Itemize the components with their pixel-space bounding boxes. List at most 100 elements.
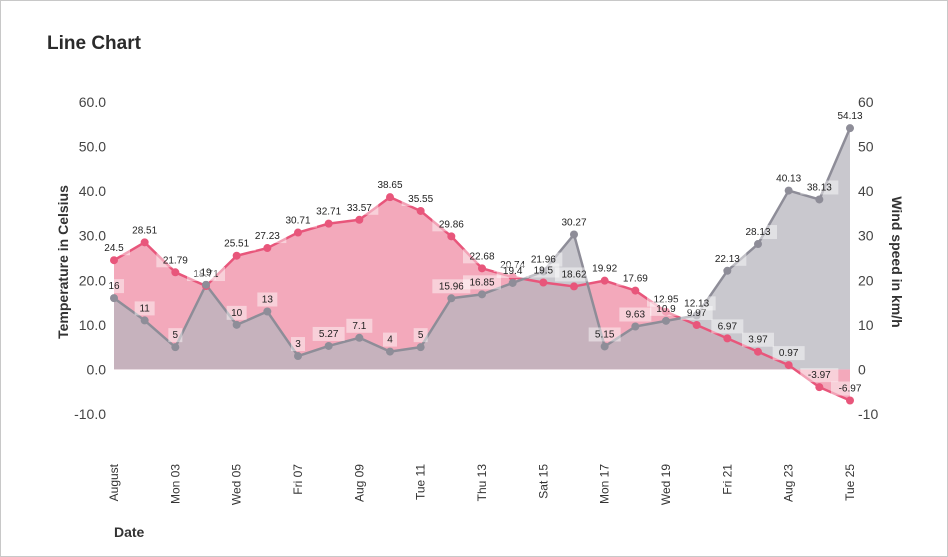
- series-1-data-label: 7.1: [352, 321, 366, 332]
- series-1-point: [232, 320, 241, 329]
- series-0-point: [447, 232, 456, 241]
- series-1-point: [692, 311, 701, 320]
- series-0-data-label-bg: [493, 257, 532, 272]
- series-1-data-label: 22.13: [715, 254, 740, 265]
- series-0-data-label: 3.97: [748, 335, 768, 346]
- series-1-data-label-bg: [619, 307, 652, 322]
- series-1-data-label: 28.13: [745, 227, 770, 238]
- x-axis: August Mon 03 Wed 05 Fri 07 Aug 09 Tue 11 Thu …: [107, 463, 857, 505]
- series-0-data-label-bg: [279, 213, 317, 228]
- series-1-data-label-bg: [257, 292, 278, 307]
- series-1-point: [723, 266, 732, 275]
- series-1-data-label-bg: [524, 252, 563, 267]
- series-0-data-label-bg: [680, 305, 713, 320]
- left-axis-tick-label: -10.0: [74, 406, 106, 422]
- left-axis-tick-label: 20.0: [79, 272, 106, 288]
- series-1-point: [754, 240, 762, 249]
- series-1-data-label: 5.15: [595, 329, 615, 340]
- series-1-data-label-bg: [413, 328, 428, 343]
- series-1-data-label: 11: [139, 303, 150, 314]
- series-1-point: [631, 322, 640, 331]
- series-1-data-label-bg: [346, 318, 373, 333]
- series-0-data-label: 29.86: [439, 219, 464, 230]
- series-0-data-label: 22.68: [469, 251, 494, 262]
- series-0-data-label-bg: [772, 346, 805, 361]
- series-0-point: [754, 347, 762, 356]
- series-0-data-label: 18.62: [561, 269, 586, 280]
- series-0-data-label-bg: [187, 267, 225, 282]
- series-1-data-label-bg: [588, 327, 621, 342]
- series-1-data-label-bg: [496, 263, 529, 278]
- series-1-data-label: 30.27: [561, 218, 586, 229]
- y-axis-right-title: Wind speed in km/h: [889, 196, 905, 327]
- series-1-data-label-bg: [800, 180, 839, 195]
- series-0-data-label: 21.79: [163, 255, 188, 266]
- x-axis-tick-label: August: [107, 463, 121, 501]
- right-axis-tick-label: 0: [858, 361, 866, 377]
- series-1-data-label: 4: [387, 335, 393, 346]
- series-0-data-label-bg: [125, 223, 164, 238]
- series-1-data-label: 21.96: [531, 255, 556, 266]
- series-0-data-label: 38.65: [377, 180, 402, 191]
- series-1-point: [508, 278, 517, 287]
- series-0-data-label: 32.71: [316, 207, 341, 218]
- series-0-data-label-bg: [217, 236, 256, 251]
- x-axis-tick-label: Thu 13: [475, 464, 489, 502]
- left-axis: 60.0 50.0 40.0 30.0 20.0 10.0 0.0 -10.0: [74, 94, 106, 422]
- data-labels: 24.5 28.51 21.79 18.71 25.51 27.23 30.71 32.71 3…: [98, 109, 869, 396]
- series-0-point: [140, 238, 149, 247]
- series-1-data-label: 15.96: [439, 281, 464, 292]
- series-points: [110, 124, 854, 405]
- series-0-point: [570, 282, 578, 291]
- series-1-data-label: 13: [262, 294, 274, 305]
- series-1-point: [416, 343, 425, 352]
- x-axis-tick-label: Mon 17: [598, 464, 612, 504]
- right-axis-tick-label: 30: [858, 228, 874, 244]
- series-0-point: [662, 307, 670, 316]
- x-axis-tick-label: Mon 03: [168, 464, 182, 504]
- series-1-point: [478, 290, 486, 299]
- left-axis-tick-label: 0.0: [87, 361, 107, 377]
- series-0-data-label: 35.55: [408, 194, 433, 205]
- series-1-data-label-bg: [134, 301, 155, 316]
- x-axis-tick-label: Wed 05: [230, 464, 244, 505]
- series-0-point: [263, 244, 272, 253]
- series-1-point: [662, 316, 670, 325]
- series-0-data-label: 25.51: [224, 239, 249, 250]
- series-0-point: [355, 215, 364, 224]
- series-0-data-label-bg: [432, 217, 471, 232]
- series-1-data-label-bg: [383, 332, 397, 347]
- x-axis-tick-label: Fri 07: [291, 464, 305, 495]
- series-0-data-label-bg: [800, 368, 839, 383]
- series-1-data-label-bg: [555, 215, 593, 230]
- series-0-data-label: 27.23: [255, 231, 280, 242]
- series-1-data-label-bg: [650, 301, 682, 316]
- series-1-point: [324, 341, 333, 350]
- series-1-data-label: 40.13: [776, 174, 801, 185]
- series-1-data-label: 19.4: [503, 266, 523, 277]
- series-0-point: [386, 193, 394, 202]
- series-1-data-label: 10.9: [656, 304, 676, 315]
- series-0-data-label-bg: [340, 200, 379, 215]
- series-1-data-label-bg: [769, 171, 808, 186]
- series-1-point: [171, 343, 180, 352]
- series-0-data-label: 30.71: [285, 216, 310, 227]
- left-axis-tick-label: 30.0: [79, 228, 106, 244]
- chart-title: Line Chart: [47, 33, 141, 54]
- series-1-data-label-bg: [708, 251, 747, 266]
- x-axis-tick-label: Wed 19: [659, 464, 673, 505]
- series-0-data-label-bg: [463, 249, 501, 264]
- series-0-data-label-bg: [371, 178, 409, 193]
- series-0-data-label-bg: [527, 263, 560, 278]
- series-0-point: [110, 256, 118, 265]
- series-1-point: [600, 342, 609, 351]
- series-1-data-label: 5.27: [319, 329, 339, 340]
- series-1-point: [110, 294, 118, 303]
- series-0-point: [171, 268, 180, 277]
- series-0-data-label: 12.95: [653, 295, 678, 306]
- series-0-point: [508, 272, 517, 281]
- left-axis-tick-label: 60.0: [79, 94, 106, 110]
- series-0-data-label-bg: [98, 241, 130, 256]
- x-axis-tick-label: Aug 09: [352, 464, 366, 502]
